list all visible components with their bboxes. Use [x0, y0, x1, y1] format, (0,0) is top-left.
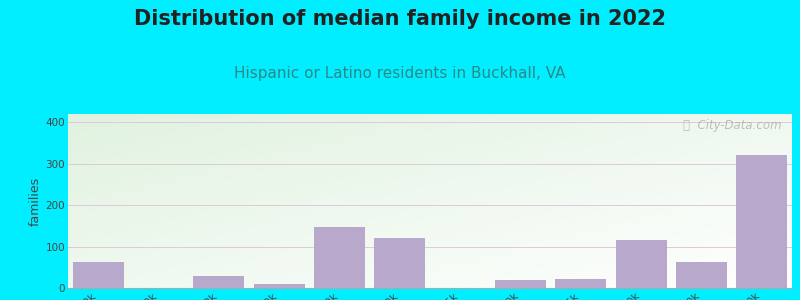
Bar [193, 276, 245, 288]
Bar [495, 280, 546, 288]
Bar [254, 284, 305, 288]
Bar [73, 262, 124, 288]
Text: Distribution of median family income in 2022: Distribution of median family income in … [134, 9, 666, 29]
Bar [615, 240, 667, 288]
Text: ⓘ  City-Data.com: ⓘ City-Data.com [682, 119, 781, 132]
Text: Hispanic or Latino residents in Buckhall, VA: Hispanic or Latino residents in Buckhall… [234, 66, 566, 81]
Bar [374, 238, 426, 288]
Bar [676, 262, 727, 288]
Bar [314, 227, 365, 288]
Bar [736, 155, 787, 288]
Y-axis label: families: families [29, 176, 42, 226]
Bar [555, 279, 606, 288]
